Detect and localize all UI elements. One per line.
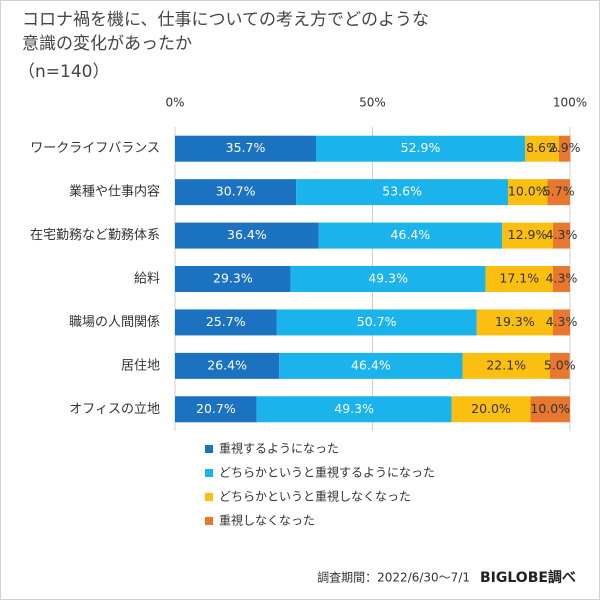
bar-segment [451, 396, 531, 423]
bar-segment [279, 352, 463, 379]
bar-segment [507, 179, 548, 206]
data-label: 4.3% [546, 227, 578, 242]
data-label: 4.3% [546, 314, 578, 329]
data-label: 30.7% [216, 184, 256, 199]
data-label: 22.1% [486, 357, 526, 372]
y-tick-label: 業種や仕事内容 [69, 184, 160, 200]
bar-segment [476, 309, 554, 336]
bar-segment [256, 396, 452, 423]
data-label: 52.9% [401, 140, 441, 155]
data-label: 46.4% [351, 357, 391, 372]
data-label: 10.0% [508, 184, 548, 199]
bar-segment [530, 396, 570, 423]
bar-segment [558, 135, 571, 162]
data-label: 5.0% [544, 357, 576, 372]
legend-marker [205, 445, 213, 453]
data-label: 35.7% [226, 140, 266, 155]
data-label: 8.6% [526, 140, 558, 155]
bar-segment [553, 222, 570, 249]
bar-segment [553, 309, 570, 336]
bar-segment [553, 266, 570, 292]
data-label: 36.4% [227, 227, 267, 242]
data-label: 20.0% [471, 401, 511, 416]
bar-segment [175, 135, 317, 162]
bar-segment [175, 266, 291, 292]
data-label: 50.7% [357, 314, 397, 329]
data-label: 4.3% [546, 271, 578, 286]
bar-segment [276, 309, 477, 336]
legend-marker [205, 517, 213, 525]
x-tick-label: 100% [553, 96, 587, 110]
y-tick-label: 給料 [134, 272, 160, 287]
data-label: 19.3% [495, 314, 535, 329]
bar-segment [549, 352, 570, 379]
data-label: 10.0% [530, 401, 570, 416]
legend-marker [205, 493, 213, 501]
bar-segment [175, 309, 277, 336]
data-label: 49.3% [334, 401, 374, 416]
data-label: 20.7% [196, 401, 236, 416]
bar-segment [296, 179, 508, 206]
data-label: 46.4% [391, 227, 431, 242]
bar-segment [175, 396, 257, 423]
bar-segment [462, 352, 550, 379]
bar-segment [175, 179, 297, 206]
data-label: 49.3% [368, 271, 408, 286]
source: BIGLOBE調べ [480, 569, 576, 586]
bar-segment [318, 222, 503, 249]
legend-label: どちらかというと重視するようになった [219, 465, 435, 480]
data-label: 29.3% [213, 271, 253, 286]
x-tick-label: 50% [359, 96, 386, 110]
legend-label: 重視しなくなった [219, 513, 315, 528]
y-tick-label: オフィスの立地 [69, 402, 160, 417]
y-tick-label: 在宅勤務など勤務体系 [30, 228, 160, 243]
legend-marker [205, 469, 213, 477]
x-tick-label: 0% [165, 96, 184, 110]
data-label: 2.9% [549, 140, 581, 155]
bar-segment [502, 222, 554, 249]
data-label: 5.7% [543, 184, 575, 199]
y-tick-label: 職場の人間関係 [69, 315, 160, 330]
y-tick-label: 居住地 [121, 358, 160, 373]
data-label: 25.7% [206, 314, 246, 329]
bar-segment [547, 179, 570, 206]
chart-subtitle: （n=140） [18, 62, 110, 82]
data-label: 26.4% [207, 357, 247, 372]
data-label: 17.1% [499, 271, 539, 286]
data-label: 12.9% [508, 227, 548, 242]
y-tick-label: ワークライフバランス [30, 141, 160, 156]
bar-segment [316, 135, 525, 162]
chart-title: コロナ禍を機に、仕事についての考え方でどのような意識の変化があったか [22, 10, 429, 54]
bar-segment [485, 266, 554, 292]
legend-label: 重視するようになった [219, 441, 339, 456]
bar-segment [524, 135, 559, 162]
data-label: 53.6% [382, 184, 422, 199]
legend-label: どちらかというと重視しなくなった [219, 489, 411, 504]
bar-segment [175, 352, 280, 379]
bar-segment [290, 266, 486, 292]
bar-segment [175, 222, 319, 249]
note: 調査期間：2022/6/30〜7/1 [317, 571, 470, 585]
